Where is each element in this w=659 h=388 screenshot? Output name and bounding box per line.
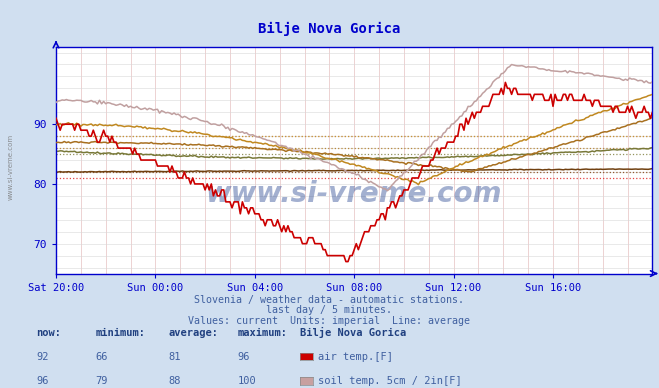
Text: maximum:: maximum:	[237, 327, 287, 338]
Text: average:: average:	[168, 327, 218, 338]
Text: now:: now:	[36, 327, 61, 338]
Text: 81: 81	[168, 352, 181, 362]
Text: soil temp. 5cm / 2in[F]: soil temp. 5cm / 2in[F]	[318, 376, 462, 386]
Text: Bilje Nova Gorica: Bilje Nova Gorica	[300, 327, 406, 338]
Text: 96: 96	[36, 376, 49, 386]
Text: minimum:: minimum:	[96, 327, 146, 338]
Text: Slovenia / weather data - automatic stations.: Slovenia / weather data - automatic stat…	[194, 294, 465, 305]
Text: air temp.[F]: air temp.[F]	[318, 352, 393, 362]
Text: 79: 79	[96, 376, 108, 386]
Text: Bilje Nova Gorica: Bilje Nova Gorica	[258, 22, 401, 36]
Text: last day / 5 minutes.: last day / 5 minutes.	[266, 305, 393, 315]
Text: www.si-vreme.com: www.si-vreme.com	[8, 134, 14, 200]
Text: 66: 66	[96, 352, 108, 362]
Text: 100: 100	[237, 376, 256, 386]
Text: 96: 96	[237, 352, 250, 362]
Text: 88: 88	[168, 376, 181, 386]
Text: 92: 92	[36, 352, 49, 362]
Text: Values: current  Units: imperial  Line: average: Values: current Units: imperial Line: av…	[188, 316, 471, 326]
Text: www.si-vreme.com: www.si-vreme.com	[206, 180, 502, 208]
